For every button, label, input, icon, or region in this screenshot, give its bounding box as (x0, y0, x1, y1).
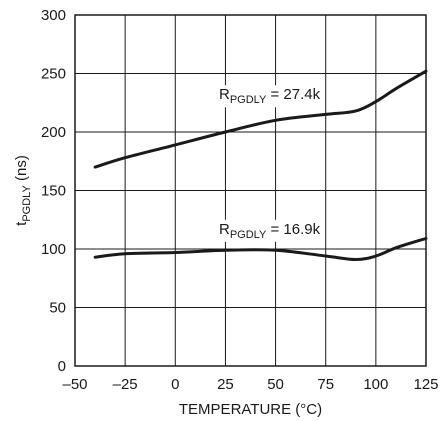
series-label-background (216, 219, 323, 242)
x-tick-label: –50 (62, 376, 87, 393)
y-tick-label: 150 (41, 183, 66, 200)
series-line-1 (93, 69, 428, 169)
grid-lines (74, 14, 427, 367)
x-tick-label: 25 (217, 376, 234, 393)
y-axis-title-suffix: (ns) (13, 155, 30, 185)
y-tick-label: 200 (41, 124, 66, 141)
y-tick-label: 250 (41, 66, 66, 83)
series-label-2: RPGDLY = 16.9k (216, 219, 323, 242)
series-curves (93, 69, 428, 261)
series-label-main: R (219, 221, 230, 238)
y-axis-title-main: t (13, 221, 30, 226)
series-label-sub: PGDLY (230, 94, 267, 106)
series-label-1: RPGDLY = 27.4k (216, 85, 323, 108)
y-tick-labels: 0 50 100 150 200 250 300 (41, 7, 66, 375)
series-label-text: RPGDLY = 27.4k (219, 86, 321, 106)
plot-frame (74, 14, 427, 367)
series-label-sub: PGDLY (230, 229, 267, 241)
x-tick-labels: –50 –25 0 25 50 75 100 125 (62, 376, 438, 393)
series-label-suffix: = 27.4k (266, 86, 320, 103)
x-tick-label: –25 (113, 376, 138, 393)
y-tick-label: 0 (58, 358, 66, 375)
y-axis-title-sub: PGDLY (21, 185, 33, 222)
y-tick-label: 50 (49, 300, 66, 317)
series-label-main: R (219, 86, 230, 103)
series-label-text: RPGDLY = 16.9k (219, 221, 321, 241)
x-tick-label: 125 (413, 376, 438, 393)
y-tick-label: 100 (41, 241, 66, 258)
series-label-suffix: = 16.9k (266, 221, 320, 238)
series-label-background (216, 85, 323, 108)
x-tick-label: 50 (267, 376, 284, 393)
y-axis-title: tPGDLY (ns) (13, 155, 33, 226)
y-tick-label: 300 (41, 7, 66, 24)
x-tick-label: 100 (363, 376, 388, 393)
x-tick-label: 0 (171, 376, 179, 393)
x-tick-label: 75 (317, 376, 334, 393)
x-axis-title: TEMPERATURE (°C) (179, 401, 322, 418)
series-line-2 (93, 237, 428, 261)
